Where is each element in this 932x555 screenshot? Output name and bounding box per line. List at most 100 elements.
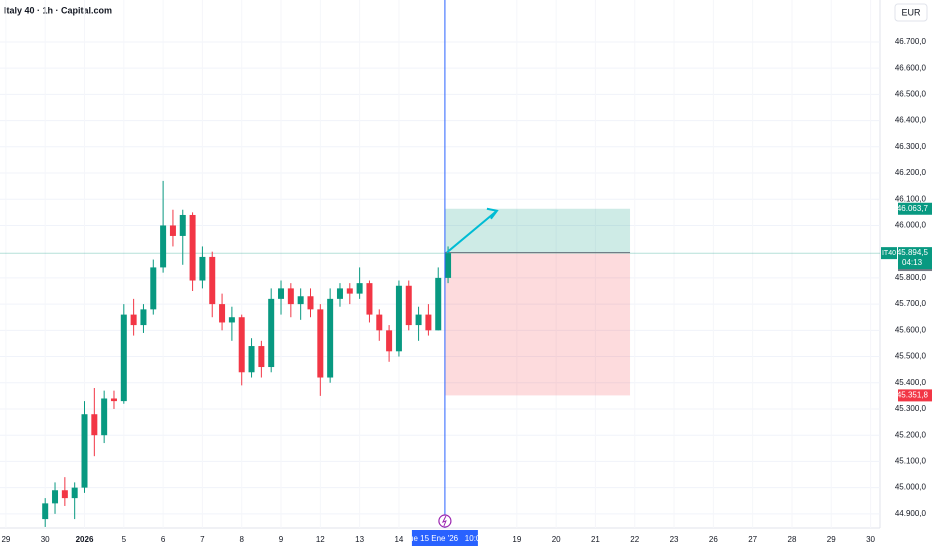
x-tick-label: 5 <box>122 535 127 544</box>
candle-body <box>81 414 88 488</box>
y-tick-label: 44.900,0 <box>895 509 927 518</box>
stop-tag: 45.351,8 <box>897 391 929 400</box>
symbol-tag-bg <box>881 247 897 260</box>
candle-body <box>91 414 98 436</box>
y-tick-label: 45.600,0 <box>895 325 927 334</box>
candle-body <box>415 314 422 326</box>
position-arrow <box>446 207 499 254</box>
currency[interactable]: EUR <box>901 7 921 17</box>
candle-body <box>268 298 275 368</box>
candle-body <box>307 296 314 310</box>
x-tick-label: 26 <box>709 535 718 544</box>
candle-body <box>238 317 245 373</box>
target-zone <box>444 208 631 253</box>
currency-button[interactable] <box>894 3 928 22</box>
y-tick-label: 46.300,0 <box>895 142 927 151</box>
x-tick-label: 29 <box>1 535 10 544</box>
x-tick-label: 21 <box>591 535 600 544</box>
candle-body <box>425 314 432 331</box>
x-tick-label: 27 <box>748 535 757 544</box>
candle-body <box>209 256 216 305</box>
y-tick-label: 45.700,0 <box>895 299 927 308</box>
candle-body <box>435 277 442 331</box>
candle-body <box>61 490 68 499</box>
y-tick-label: 46.500,0 <box>895 89 927 98</box>
x-tick-label: 9 <box>279 535 284 544</box>
x-tick-label: 7 <box>200 535 205 544</box>
candle-body <box>199 256 206 281</box>
candle-body <box>189 214 196 281</box>
countdown: 04:13 <box>902 258 923 267</box>
candle-body <box>445 253 452 278</box>
y-tick-label: 45.300,0 <box>895 404 927 413</box>
candle-body <box>395 285 402 352</box>
y-tick-label: 46.200,0 <box>895 168 927 177</box>
candle-body <box>228 317 235 323</box>
x-tick-label: 6 <box>161 535 166 544</box>
candle-body <box>130 314 137 326</box>
y-tick-label: 45.200,0 <box>895 430 927 439</box>
target-tag-bg <box>898 202 932 215</box>
x-tick-label: 30 <box>866 535 875 544</box>
candle-body <box>376 314 383 331</box>
x-tick-label: 8 <box>239 535 244 544</box>
candle-body <box>278 288 285 299</box>
y-tick-label: 46.000,0 <box>895 221 927 230</box>
y-tick-label: 45.000,0 <box>895 483 927 492</box>
x-tick-label: 19 <box>512 535 521 544</box>
candle-body <box>405 285 412 326</box>
y-tick-label: 46.700,0 <box>895 37 927 46</box>
candle-body <box>356 283 363 294</box>
candle-body <box>317 309 324 378</box>
candle-body <box>52 490 59 504</box>
current-price-tag: 45.894,5 <box>897 248 929 257</box>
current-price-tag-bg <box>898 247 932 270</box>
candle-body <box>248 346 255 373</box>
candle-body <box>140 309 147 326</box>
candle-body <box>120 314 127 402</box>
x-tick-label: 30 <box>41 535 50 544</box>
stop-zone <box>444 252 631 396</box>
candle-body <box>336 288 343 299</box>
x-tick-label: 28 <box>788 535 797 544</box>
candle-body <box>386 330 393 352</box>
alert-bolt <box>441 515 447 527</box>
candle-body <box>258 346 265 368</box>
candle-body <box>160 225 167 268</box>
candle-body <box>42 503 49 520</box>
x-tick-label: 2026 <box>76 535 94 544</box>
stop-tag-bg <box>898 389 932 402</box>
crosshair-label-bg <box>411 530 478 546</box>
y-tick-label: 45.400,0 <box>895 378 927 387</box>
candle-body <box>366 283 373 315</box>
chart-title: Italy 40 · 1h · Capital.com <box>4 5 112 15</box>
crosshair-label: Jue 15 Ene '26 10:00 <box>405 534 485 543</box>
y-tick-label: 46.400,0 <box>895 116 927 125</box>
x-tick-label: 12 <box>316 535 325 544</box>
x-tick-label: 23 <box>670 535 679 544</box>
y-tick-label: 45.500,0 <box>895 352 927 361</box>
candle-body <box>101 398 108 436</box>
y-tick-label: 46.600,0 <box>895 63 927 72</box>
target-tag: 46.063,7 <box>897 204 929 213</box>
candle-body <box>219 304 226 323</box>
candle-body <box>179 214 186 236</box>
x-tick-label: 20 <box>552 535 561 544</box>
candle-body <box>71 487 78 499</box>
candle-body <box>327 298 334 378</box>
symbol-tag: IT40 <box>882 250 896 257</box>
candle-body <box>150 267 157 310</box>
x-tick-label: 14 <box>394 535 403 544</box>
x-tick-label: 29 <box>827 535 836 544</box>
y-tick-label: 45.800,0 <box>895 273 927 282</box>
x-tick-label: 13 <box>355 535 364 544</box>
candle-body <box>287 288 294 305</box>
candle-body <box>110 398 117 402</box>
y-tick-label: 46.100,0 <box>895 194 927 203</box>
y-tick-label: 45.100,0 <box>895 457 927 466</box>
candle-body <box>297 296 304 305</box>
candle-body <box>346 288 353 294</box>
candle-body <box>169 225 176 236</box>
